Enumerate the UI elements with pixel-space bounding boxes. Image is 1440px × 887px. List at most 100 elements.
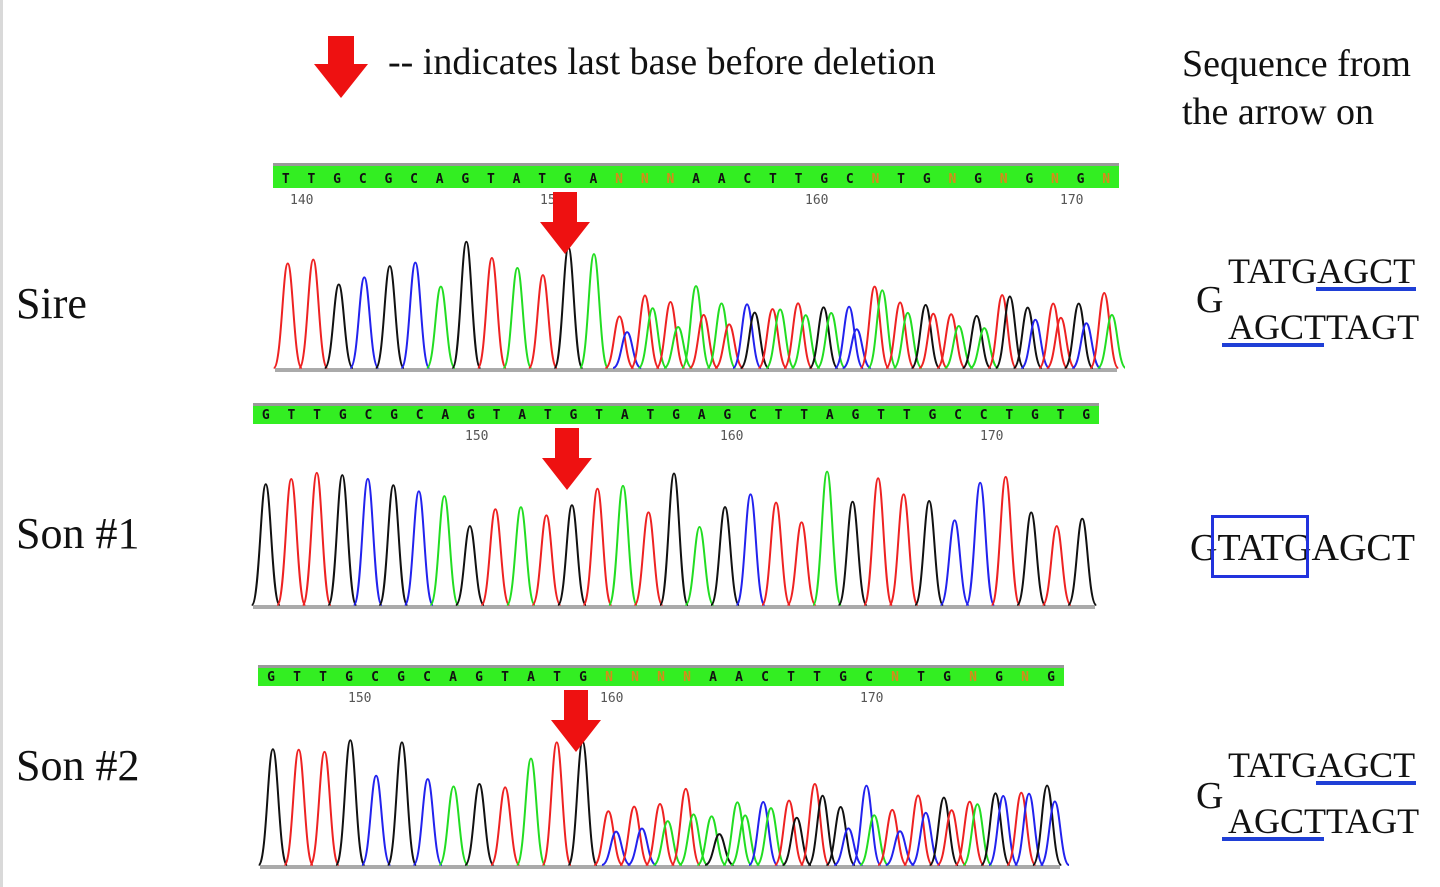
trace-peak [1089,291,1120,369]
trace-peak [888,493,919,606]
trace-peak [489,786,521,866]
base-letter: T [538,172,546,187]
base-letter: G [461,172,469,187]
base-letter: T [795,172,803,187]
base-letter: C [371,670,379,685]
base-letter: T [493,408,501,423]
deletion-arrow-icon [540,192,590,254]
base-letter: A [735,670,743,685]
trace-peak [965,481,996,606]
base-letter: G [723,408,731,423]
position-tick-label: 140 [290,193,313,208]
base-letter: C [954,408,962,423]
base-letter: T [313,408,321,423]
sequence-header-line2: the arrow on [1182,91,1375,133]
base-letter: C [761,670,769,685]
trace-peak [859,285,890,369]
son2-seq-prefix: G [1196,775,1224,817]
base-letter: G [1031,408,1039,423]
son1-seq-box [1211,515,1309,578]
trace-peak [464,783,495,866]
base-letter: G [262,408,270,423]
base-letter: G [579,670,587,685]
base-letter: C [410,172,418,187]
trace-peak [386,741,418,866]
base-letter: T [775,408,783,423]
trace-peak [885,301,916,369]
trace-peak [1012,306,1043,369]
trace-peak [352,477,383,606]
base-letter: N [666,172,674,187]
trace-peak [604,315,635,369]
trace-peak [298,258,329,369]
base-letter: T [501,670,509,685]
trace-peak-overlap [816,311,847,369]
base-letter: A [590,172,598,187]
base-letter: N [948,172,956,187]
base-letter: T [544,408,552,423]
base-letter: T [1005,408,1013,423]
trace-peak [825,806,856,866]
trace-peak [910,303,941,369]
legend-arrow-icon [314,36,368,98]
trace-peak [735,493,766,606]
base-letter: T [308,172,316,187]
trace-peak [939,519,970,606]
sire-seq-line2: AGCTTAGT [1228,307,1420,347]
base-letter: T [1057,408,1065,423]
trace-peak [990,475,1021,606]
trace-peak [1041,525,1072,606]
trace-peak [954,800,985,866]
trace-peak [877,808,908,866]
trace-baseline [260,865,1060,869]
trace-peak [696,815,727,866]
base-letter: G [1077,172,1085,187]
trace-peak [837,500,868,606]
base-letter: A [441,408,449,423]
position-tick-label: 160 [600,691,623,706]
trace-peak-overlap [1039,800,1070,866]
base-letter: T [553,670,561,685]
position-tick-label: 170 [1060,193,1083,208]
base-letter: T [800,408,808,423]
sire-line2-underline [1222,343,1324,347]
trace-peak [349,276,380,369]
base-letter: T [595,408,603,423]
trace-peak [335,739,366,866]
base-letter: C [359,172,367,187]
sequence-bar-top [273,163,1119,166]
base-letter: N [969,670,977,685]
trace-peak [786,521,817,606]
base-letter: A [826,408,834,423]
base-letter: N [683,670,691,685]
base-letter: N [891,670,899,685]
trace-baseline [253,605,1095,609]
trace-peak [834,305,865,369]
base-letter: T [903,408,911,423]
base-letter: C [743,172,751,187]
base-letter: T [769,172,777,187]
trace-peak-overlap [1096,313,1125,369]
base-letter: G [397,670,405,685]
son2-seq-line2: AGCTTAGT [1228,801,1420,841]
position-tick-label: 160 [805,193,828,208]
base-letter: T [813,670,821,685]
page-left-border [0,0,3,887]
base-letter: G [570,408,578,423]
base-letter: A [449,670,457,685]
base-letter: N [1000,172,1008,187]
base-letter: T [877,408,885,423]
trace-peak [1067,517,1098,606]
trace-peak [582,487,613,606]
base-letter: G [928,408,936,423]
trace-peak [301,471,332,606]
sire-seq-prefix: G [1196,279,1224,321]
trace-peak [505,506,536,606]
base-letter: G [333,172,341,187]
base-letter: N [641,172,649,187]
trace-peak [1031,784,1063,866]
trace-peak [327,474,358,606]
base-letter: G [995,670,1003,685]
trace-peak [644,802,676,866]
base-letter: N [872,172,880,187]
